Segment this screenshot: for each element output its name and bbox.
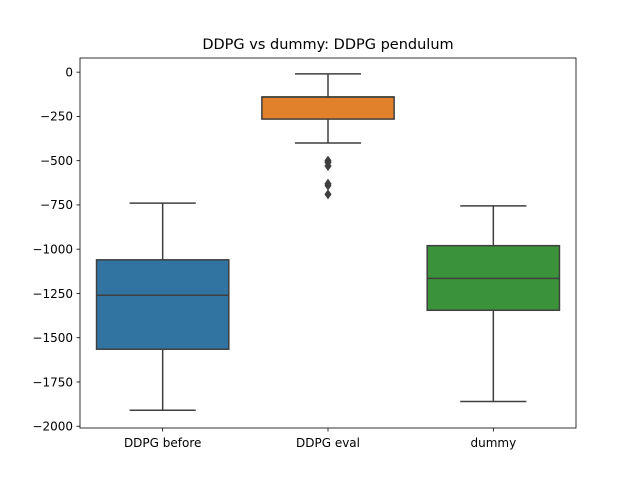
x-tick-label: DDPG before	[124, 436, 201, 450]
y-tick-label: −750	[40, 198, 73, 212]
y-tick-label: 0	[65, 65, 73, 79]
axes-frame	[79, 57, 577, 429]
outlier-point	[324, 189, 332, 200]
y-tick-label: −500	[40, 154, 73, 168]
y-tick-label: −2000	[32, 420, 73, 434]
x-tick-label: DDPG eval	[296, 436, 360, 450]
y-tick-label: −1250	[32, 287, 73, 301]
chart-title: DDPG vs dummy: DDPG pendulum	[202, 37, 453, 53]
y-tick-label: −250	[40, 110, 73, 124]
y-tick-label: −1750	[32, 375, 73, 389]
plot-area: 0 −250 −500 −750 −1000 −1250 −1500 −1750 −2000 DD…	[32, 65, 561, 450]
outlier-point	[324, 160, 332, 172]
x-tick-label: dummy	[470, 436, 516, 450]
y-tick-label: −1500	[32, 331, 73, 345]
box-0	[95, 259, 230, 350]
box-1	[261, 96, 395, 120]
y-tick-label: −1000	[32, 242, 73, 256]
